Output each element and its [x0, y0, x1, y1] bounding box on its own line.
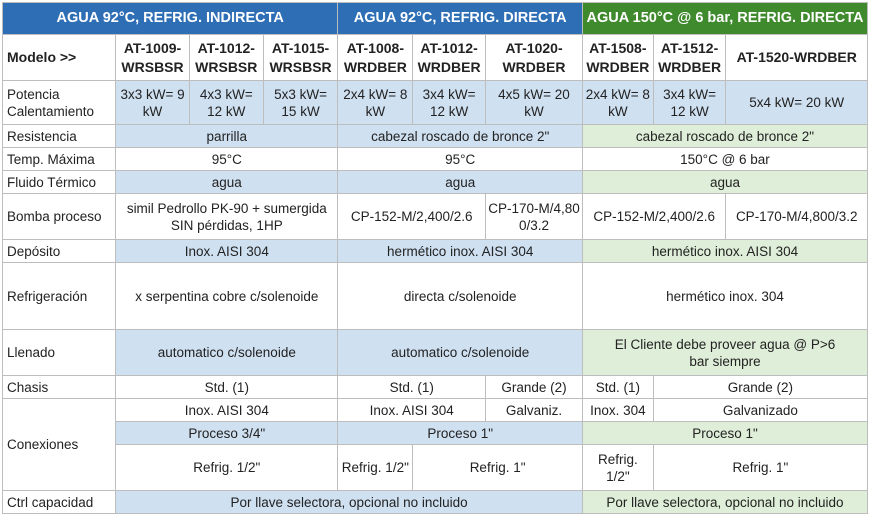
deposito-row: Depósito Inox. AISI 304 hermético inox. … — [1, 239, 869, 263]
conexiones-proc-g1: Proceso 3/4" — [115, 421, 339, 445]
llenado-g3: El Cliente debe proveer agua @ P>6 bar s… — [581, 329, 869, 376]
fluido-g3: agua — [581, 170, 869, 194]
ctrl-row: Ctrl capacidad Por llave selectora, opci… — [1, 490, 869, 514]
potencia-row: Potencia Calentamiento 3x3 kW= 9 kW 4x3 … — [1, 80, 868, 125]
conexiones-mat-g1: Inox. AISI 304 — [115, 398, 339, 422]
model-cell: AT-1009-WRSBSR — [115, 34, 190, 81]
deposito-g1: Inox. AISI 304 — [115, 239, 339, 263]
chasis-g2a: Std. (1) — [337, 375, 486, 399]
deposito-g2: hermético inox. AISI 304 — [337, 239, 583, 263]
chasis-g3b: Grande (2) — [652, 375, 869, 399]
potencia-value: 4x3 kW= 12 kW — [188, 80, 264, 125]
temp-g2: 95°C — [337, 147, 583, 171]
conexiones-ref-g2a: Refrig. 1/2" — [337, 444, 414, 491]
chasis-g3a: Std. (1) — [581, 375, 654, 399]
model-cell: AT-1012-WRSBSR — [188, 34, 264, 81]
temp-g3: 150°C @ 6 bar — [581, 147, 869, 171]
group-header-directa: AGUA 92°C, REFRIG. DIRECTA — [337, 2, 583, 35]
deposito-label: Depósito — [1, 239, 117, 263]
potencia-value: 3x4 kW= 12 kW — [652, 80, 727, 125]
llenado-row: Llenado automatico c/solenoide automatic… — [1, 329, 869, 376]
chasis-g1: Std. (1) — [115, 375, 339, 399]
llenado-label: Llenado — [1, 329, 117, 376]
llenado-g1: automatico c/solenoide — [115, 329, 339, 376]
model-cell: AT-1015-WRSBSR — [262, 34, 339, 81]
resistencia-g1: parrilla — [115, 124, 339, 148]
llenado-g2: automatico c/solenoide — [337, 329, 583, 376]
bomba-g2a: CP-152-M/2,400/2.6 — [337, 193, 486, 240]
model-cell: AT-1520-WRDBER — [725, 34, 868, 81]
conexiones-label: Conexiones — [1, 398, 117, 491]
potencia-value: 4x5 kW= 20 kW — [484, 80, 583, 125]
chasis-g2b: Grande (2) — [484, 375, 583, 399]
conexiones-mat-g3a: Inox. 304 — [581, 398, 654, 422]
potencia-value: 5x3 kW= 15 kW — [262, 80, 339, 125]
refrigeracion-label: Refrigeración — [1, 262, 117, 330]
conexiones-proceso-row: Proceso 3/4" Proceso 1" Proceso 1" — [3, 421, 869, 445]
refrigeracion-g1: x serpentina cobre c/solenoide — [115, 262, 339, 330]
model-cell: AT-1512-WRDBER — [652, 34, 727, 81]
resistencia-label: Resistencia — [1, 124, 117, 148]
resistencia-g2: cabezal roscado de bronce 2" — [337, 124, 583, 148]
chasis-row: Chasis Std. (1) Std. (1) Grande (2) Std.… — [1, 375, 869, 399]
resistencia-g3: cabezal roscado de bronce 2" — [581, 124, 869, 148]
potencia-value: 3x3 kW= 9 kW — [115, 80, 190, 125]
conexiones-mat-g2a: Inox. AISI 304 — [337, 398, 486, 422]
temp-row: Temp. Máxima 95°C 95°C 150°C @ 6 bar — [1, 147, 869, 171]
group-header-indirecta: AGUA 92°C, REFRIG. INDIRECTA — [1, 2, 339, 35]
fluido-row: Fluido Térmico agua agua agua — [1, 170, 869, 194]
conexiones-ref-g1: Refrig. 1/2" — [115, 444, 339, 491]
group-header-150c: AGUA 150°C @ 6 bar, REFRIG. DIRECTA — [581, 2, 869, 35]
conexiones-ref-g3b: Refrig. 1" — [652, 444, 869, 491]
temp-g1: 95°C — [115, 147, 339, 171]
conexiones-ref-g3a: Refrig. 1/2" — [581, 444, 654, 491]
potencia-value: 3x4 kW= 12 kW — [412, 80, 486, 125]
conexiones-refrig-row: Refrig. 1/2" Refrig. 1/2" Refrig. 1" Ref… — [3, 444, 869, 491]
conexiones-material-row: Conexiones Inox. AISI 304 Inox. AISI 304… — [1, 398, 869, 491]
conexiones-mat-g3b: Galvanizado — [652, 398, 869, 422]
bomba-g2b: CP-170-M/4,800/3.2 — [484, 193, 583, 240]
conexiones-ref-g2b: Refrig. 1" — [412, 444, 583, 491]
ctrl-g3: Por llave selectora, opcional no incluid… — [581, 490, 869, 514]
refrigeracion-g2: directa c/solenoide — [337, 262, 583, 330]
model-row-label: Modelo >> — [1, 34, 117, 81]
refrigeracion-g3: hermético inox. 304 — [581, 262, 869, 330]
potencia-value: 2x4 kW= 8 kW — [337, 80, 414, 125]
ctrl-g12: Por llave selectora, opcional no incluid… — [115, 490, 583, 514]
bomba-label: Bomba proceso — [1, 193, 117, 240]
conexiones-mat-g2b: Galvaniz. — [484, 398, 583, 422]
chasis-label: Chasis — [1, 375, 117, 399]
model-cell: AT-1008-WRDBER — [337, 34, 414, 81]
bomba-g3a: CP-152-M/2,400/2.6 — [581, 193, 727, 240]
bomba-g1: simil Pedrollo PK-90 + sumergida SIN pér… — [115, 193, 339, 240]
temp-label: Temp. Máxima — [1, 147, 117, 171]
bomba-row: Bomba proceso simil Pedrollo PK-90 + sum… — [1, 193, 868, 240]
fluido-g1: agua — [115, 170, 339, 194]
fluido-label: Fluido Térmico — [1, 170, 117, 194]
potencia-label: Potencia Calentamiento — [1, 80, 117, 125]
group-header-row: AGUA 92°C, REFRIG. INDIRECTA AGUA 92°C, … — [1, 2, 869, 35]
deposito-g3: hermético inox. AISI 304 — [581, 239, 869, 263]
ctrl-label: Ctrl capacidad — [1, 490, 117, 514]
model-cell: AT-1012-WRDBER — [412, 34, 486, 81]
conexiones-proc-g2: Proceso 1" — [337, 421, 583, 445]
model-cell: AT-1020-WRDBER — [484, 34, 583, 81]
refrigeracion-row: Refrigeración x serpentina cobre c/solen… — [1, 262, 869, 330]
model-row: Modelo >> AT-1009-WRSBSR AT-1012-WRSBSR … — [1, 34, 868, 81]
model-cell: AT-1508-WRDBER — [581, 34, 654, 81]
bomba-g3b: CP-170-M/4,800/3.2 — [725, 193, 868, 240]
conexiones-proc-g3: Proceso 1" — [581, 421, 869, 445]
potencia-value: 2x4 kW= 8 kW — [581, 80, 654, 125]
fluido-g2: agua — [337, 170, 583, 194]
potencia-value: 5x4 kW= 20 kW — [725, 80, 868, 125]
resistencia-row: Resistencia parrilla cabezal roscado de … — [1, 124, 869, 148]
